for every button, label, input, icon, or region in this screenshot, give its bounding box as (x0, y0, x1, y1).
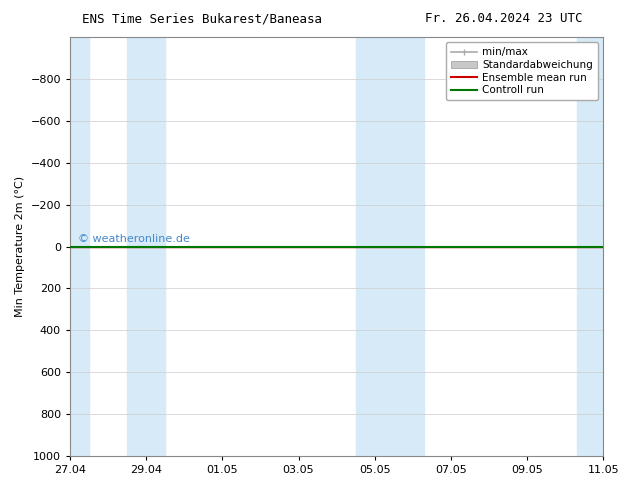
Bar (356, 37, 394, 456)
Legend: min/max, Standardabweichung, Ensemble mean run, Controll run: min/max, Standardabweichung, Ensemble me… (446, 42, 598, 100)
Text: © weatheronline.de: © weatheronline.de (78, 234, 190, 245)
Text: Fr. 26.04.2024 23 UTC: Fr. 26.04.2024 23 UTC (425, 12, 582, 25)
Bar (127, 37, 165, 456)
Y-axis label: Min Temperature 2m (°C): Min Temperature 2m (°C) (15, 176, 25, 317)
Bar (70, 37, 89, 456)
Bar (576, 37, 603, 456)
Text: ENS Time Series Bukarest/Baneasa: ENS Time Series Bukarest/Baneasa (82, 12, 323, 25)
Bar (394, 37, 424, 456)
